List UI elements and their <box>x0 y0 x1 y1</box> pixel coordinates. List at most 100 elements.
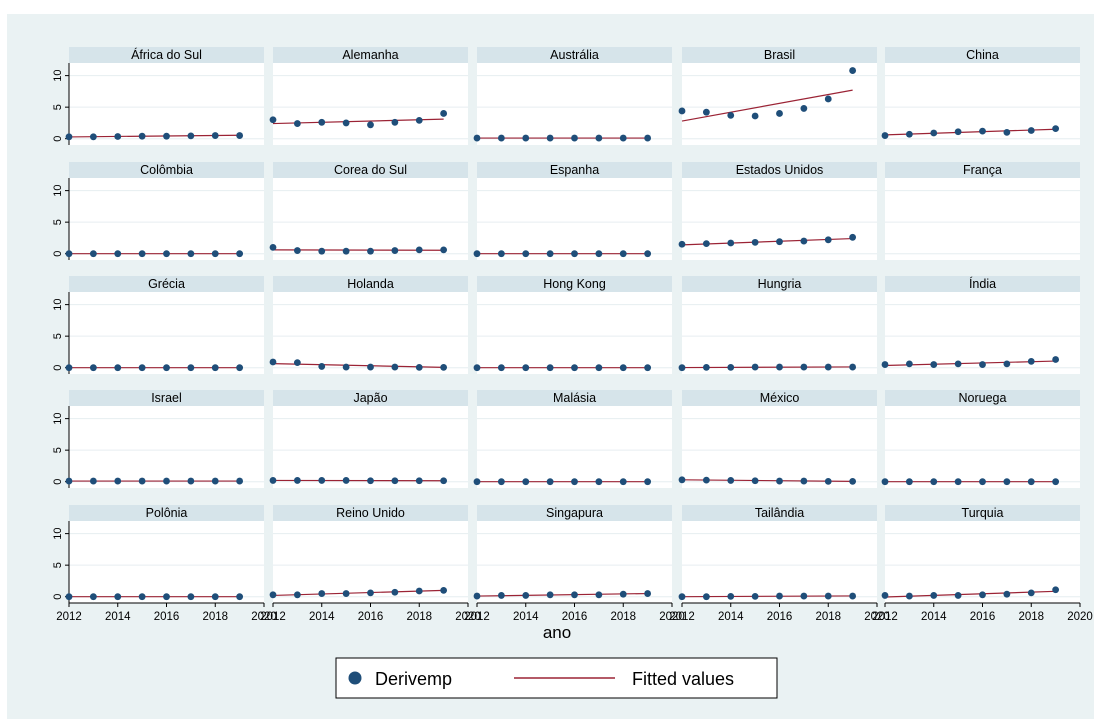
data-point <box>236 132 244 139</box>
panel-header <box>477 505 672 521</box>
panel-reino-unido: Reino Unido <box>269 505 468 603</box>
x-axis-1: 2012 2014 2016 2018 2020 <box>56 602 277 623</box>
data-point <box>930 361 938 368</box>
legend-marker-derivemp <box>348 671 362 685</box>
data-point <box>114 133 122 140</box>
data-point <box>497 250 505 258</box>
fit-line <box>884 360 1056 367</box>
panel-header <box>682 276 877 292</box>
x-tick-label: 2020 <box>659 611 685 623</box>
data-point <box>187 364 195 372</box>
data-point <box>236 250 244 258</box>
panel-hong-kong: Hong Kong <box>473 276 672 374</box>
panel-australia: Austrália <box>473 47 672 145</box>
data-point <box>65 593 73 601</box>
x-axis-5: 2012 2014 2016 2018 2020 <box>872 602 1093 623</box>
panel-header <box>477 276 672 292</box>
panel-title: Polônia <box>146 506 188 520</box>
data-point <box>497 592 505 599</box>
data-point <box>849 592 857 600</box>
plot-area <box>885 178 1080 260</box>
data-point <box>824 592 832 600</box>
data-point <box>367 589 374 597</box>
data-point <box>776 477 783 485</box>
data-point <box>236 593 244 601</box>
data-point <box>751 592 759 600</box>
panel-header <box>273 162 468 178</box>
data-point <box>905 478 913 486</box>
x-tick-label: 2016 <box>562 611 588 623</box>
panel-title: China <box>966 48 999 62</box>
data-point <box>415 117 423 124</box>
panel-title: Reino Unido <box>336 506 405 520</box>
data-point <box>881 592 889 599</box>
data-point <box>1003 128 1011 136</box>
y-tick-label: 10 <box>52 184 64 196</box>
data-point <box>391 588 399 596</box>
fit-line <box>272 118 444 125</box>
x-tick-label: 2012 <box>872 611 898 623</box>
data-point <box>1003 590 1011 598</box>
fit-line <box>884 590 1056 598</box>
data-point <box>824 236 832 244</box>
data-point <box>293 120 301 127</box>
data-point <box>391 118 399 126</box>
y-tick-label: 0 <box>52 479 64 485</box>
y-tick-label: 10 <box>52 412 64 424</box>
data-point <box>595 364 603 372</box>
data-point <box>318 363 326 370</box>
data-point <box>163 477 170 485</box>
data-point <box>727 239 735 247</box>
x-tick-label: 2016 <box>154 611 180 623</box>
panel-header <box>885 162 1080 178</box>
plot-area <box>273 521 468 603</box>
x-tick-label: 2016 <box>358 611 384 623</box>
panel-brasil: Brasil <box>678 47 877 145</box>
plot-area <box>477 63 672 145</box>
data-point <box>236 477 244 485</box>
data-point <box>367 477 374 485</box>
data-point <box>571 478 578 486</box>
panel-title: Hong Kong <box>543 277 606 291</box>
data-point <box>824 477 832 485</box>
data-point <box>473 364 481 372</box>
plot-area <box>273 406 468 488</box>
data-point <box>678 593 686 601</box>
fit-line <box>476 592 648 597</box>
data-point <box>571 591 578 599</box>
x-tick-label: 2020 <box>1067 611 1093 623</box>
x-tick-label: 2014 <box>718 611 744 623</box>
data-point <box>293 477 301 484</box>
panel-noruega: Noruega <box>881 390 1080 488</box>
data-point <box>595 478 603 486</box>
panel-header <box>682 390 877 406</box>
panel-turquia: Turquia <box>881 505 1080 603</box>
data-point <box>138 250 146 258</box>
fit-line <box>681 366 853 369</box>
data-point <box>595 591 603 599</box>
data-point <box>619 590 627 598</box>
x-tick-label: 2018 <box>406 611 432 623</box>
plot-area <box>477 521 672 603</box>
data-point <box>522 478 530 486</box>
plot-area <box>682 63 877 145</box>
x-tick-label: 2014 <box>309 611 335 623</box>
panel-mexico: México <box>678 390 877 488</box>
data-point <box>595 250 603 258</box>
data-point <box>678 107 686 115</box>
data-point <box>211 477 219 485</box>
panel-colombia: Colômbia 0 5 10 <box>52 162 264 260</box>
fit-line <box>681 479 853 482</box>
panel-alemanha: Alemanha <box>269 47 468 145</box>
x-tick-label: 2018 <box>202 611 228 623</box>
panel-title: Corea do Sul <box>334 163 407 177</box>
panel-grecia: Grécia 0 5 10 <box>52 276 264 374</box>
data-point <box>342 247 350 255</box>
data-point <box>954 128 962 136</box>
y-tick-label: 5 <box>52 104 64 110</box>
data-point <box>415 587 423 595</box>
panel-title: Japão <box>353 391 387 405</box>
data-point <box>269 591 277 599</box>
plot-area <box>477 292 672 374</box>
panel-title: Turquia <box>962 506 1004 520</box>
